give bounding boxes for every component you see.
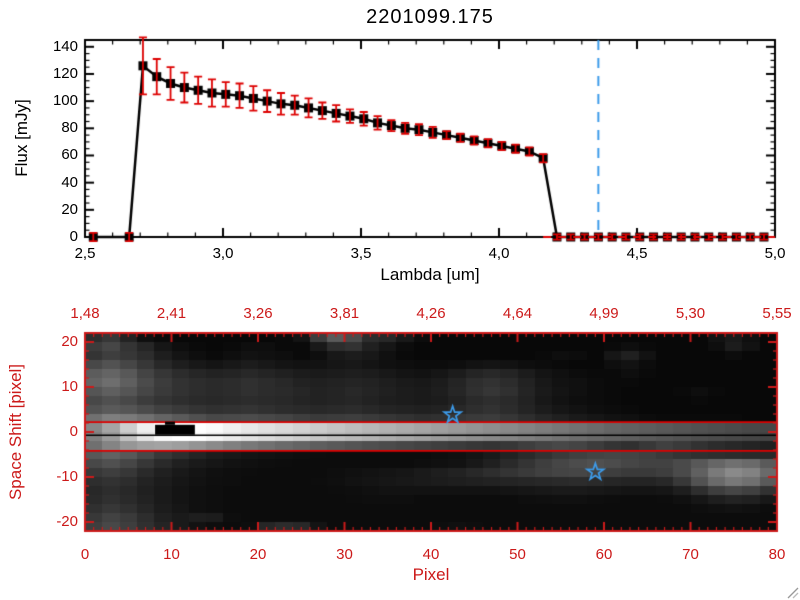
lambda-tick-label: 4,0 [488, 245, 510, 262]
wavelength-tick-label: 4,64 [502, 305, 533, 322]
lambda-tick-label: 5,0 [764, 245, 786, 262]
wavelength-tick-label: 3,81 [329, 305, 360, 322]
space-shift-tick-label: 0 [69, 423, 78, 440]
lambda-tick-label: 2,5 [74, 245, 96, 262]
pixel-tick-label: 40 [422, 546, 440, 563]
pixel-axis-label: Pixel [412, 565, 450, 584]
space-shift-tick-label: -20 [56, 513, 78, 530]
flux-tick-label: 140 [52, 37, 78, 55]
pixel-tick-label: 0 [80, 546, 90, 563]
pixel-tick-label: 10 [163, 546, 180, 563]
resize-grip-icon[interactable] [783, 583, 799, 599]
flux-tick-label: 80 [61, 119, 78, 137]
wavelength-tick-label: 5,30 [675, 305, 706, 322]
wavelength-tick-label: 4,26 [416, 305, 446, 322]
pixel-tick-label: 70 [682, 546, 699, 563]
flux-tick-label: 120 [52, 64, 78, 82]
lambda-axis-label: Lambda [um] [380, 265, 480, 284]
wavelength-tick-label: 4,99 [589, 305, 619, 322]
flux-tick-label: 100 [52, 92, 78, 110]
wavelength-tick-label: 1,48 [70, 305, 100, 322]
wavelength-tick-label: 2,41 [156, 305, 187, 322]
flux-tick-label: 60 [61, 146, 78, 164]
pixel-tick-label: 30 [336, 546, 353, 563]
flux-axis-label: Flux [mJy] [12, 99, 31, 177]
space-shift-tick-label: -10 [56, 468, 78, 485]
wavelength-tick-label: 3,26 [243, 305, 273, 322]
pixel-tick-label: 60 [595, 546, 613, 563]
flux-tick-label: 20 [61, 200, 78, 218]
lambda-tick-label: 3,5 [350, 245, 372, 262]
pixel-tick-label: 80 [768, 546, 786, 563]
space-shift-tick-label: 10 [61, 378, 78, 395]
lambda-tick-label: 4,5 [626, 245, 648, 262]
space-shift-tick-label: 20 [61, 333, 78, 350]
pixel-tick-label: 50 [509, 546, 526, 563]
wavelength-tick-label: 5,55 [762, 305, 792, 322]
plot-title: 2201099.175 [366, 6, 494, 28]
pixel-tick-label: 20 [249, 546, 267, 563]
flux-tick-label: 40 [61, 173, 78, 191]
flux-tick-label: 0 [69, 228, 78, 245]
lambda-tick-label: 3,0 [212, 245, 234, 262]
